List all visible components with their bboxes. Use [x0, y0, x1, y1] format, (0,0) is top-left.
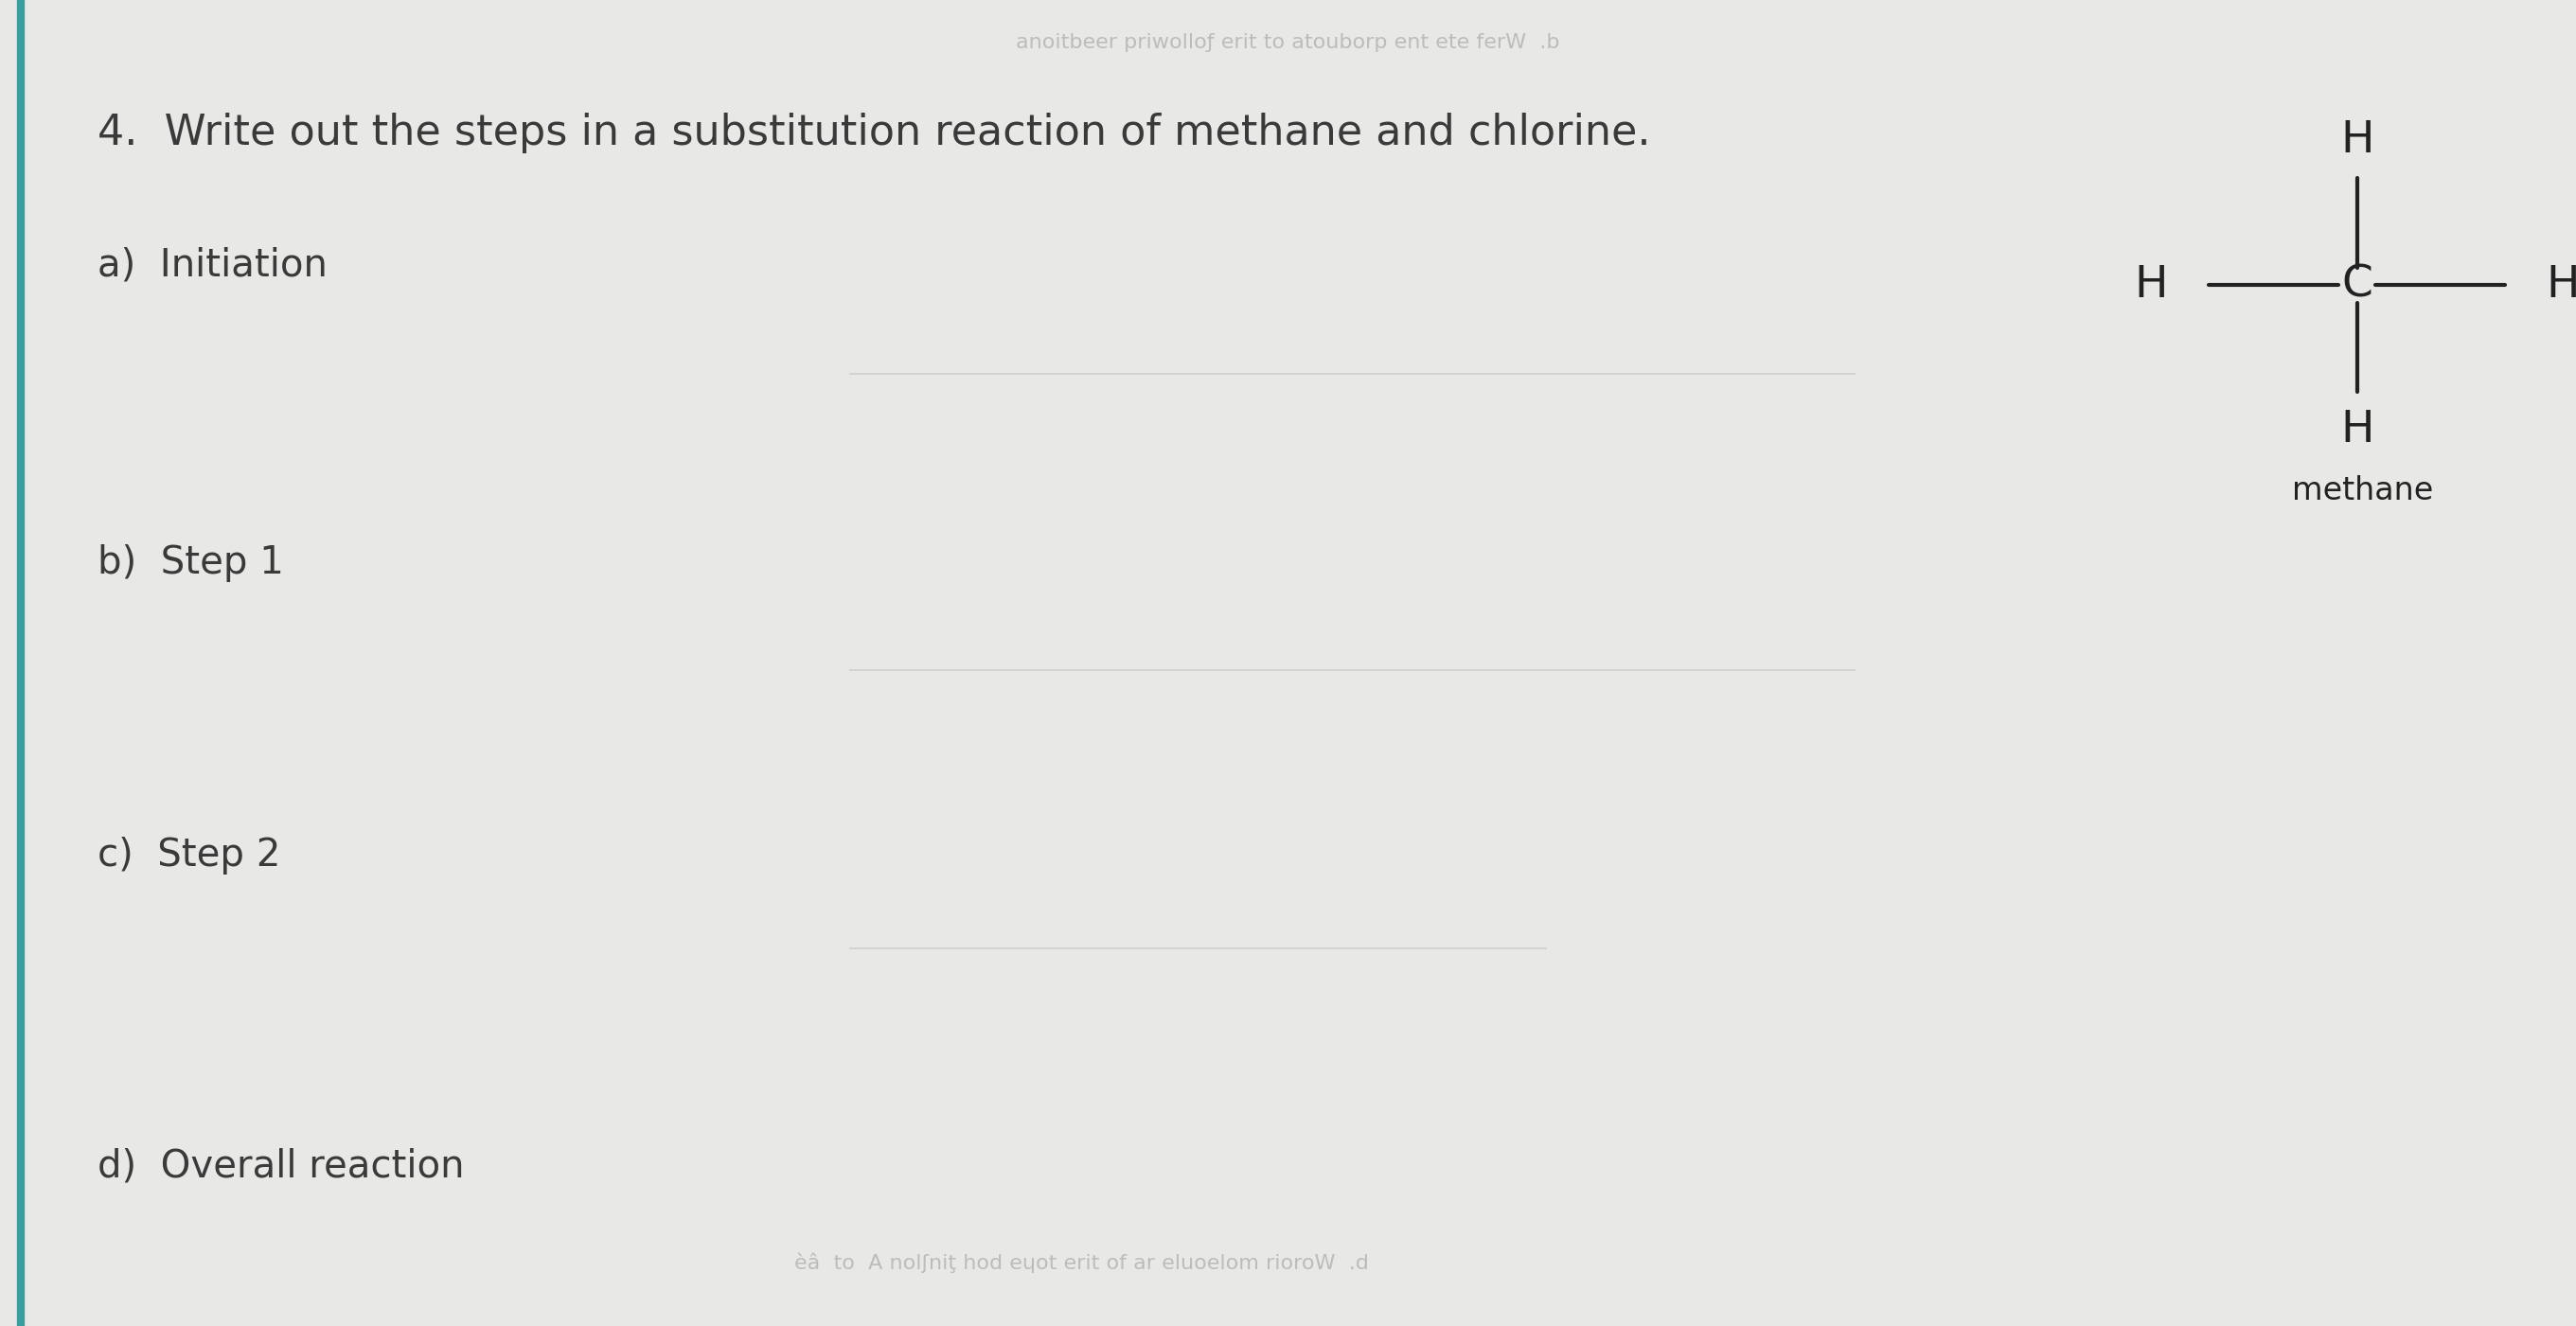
Text: H: H — [2339, 408, 2375, 451]
Text: H: H — [2133, 264, 2169, 306]
Text: H: H — [2545, 264, 2576, 306]
Text: anoitbeer priwolloƒ erit to atouborp ent ete ferW  .b: anoitbeer priwolloƒ erit to atouborp ent… — [1015, 33, 1561, 52]
Text: d)  Overall reaction: d) Overall reaction — [98, 1148, 464, 1185]
Text: 4.  Write out the steps in a substitution reaction of methane and chlorine.: 4. Write out the steps in a substitution… — [98, 113, 1651, 154]
Text: a)  Initiation: a) Initiation — [98, 247, 327, 284]
Text: H: H — [2339, 119, 2375, 162]
Text: èâ  to  A nolʃniţ hod eɥot erit of ar eluoelom rioroW  .d: èâ to A nolʃniţ hod eɥot erit of ar eluo… — [793, 1253, 1370, 1273]
Text: c)  Step 2: c) Step 2 — [98, 837, 281, 874]
Text: C: C — [2342, 264, 2372, 306]
Text: methane: methane — [2293, 475, 2432, 507]
Text: b)  Step 1: b) Step 1 — [98, 545, 283, 582]
